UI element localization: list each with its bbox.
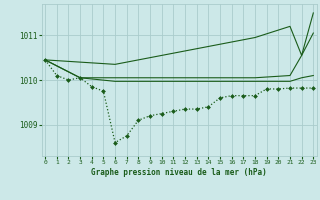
X-axis label: Graphe pression niveau de la mer (hPa): Graphe pression niveau de la mer (hPa) [91,168,267,177]
